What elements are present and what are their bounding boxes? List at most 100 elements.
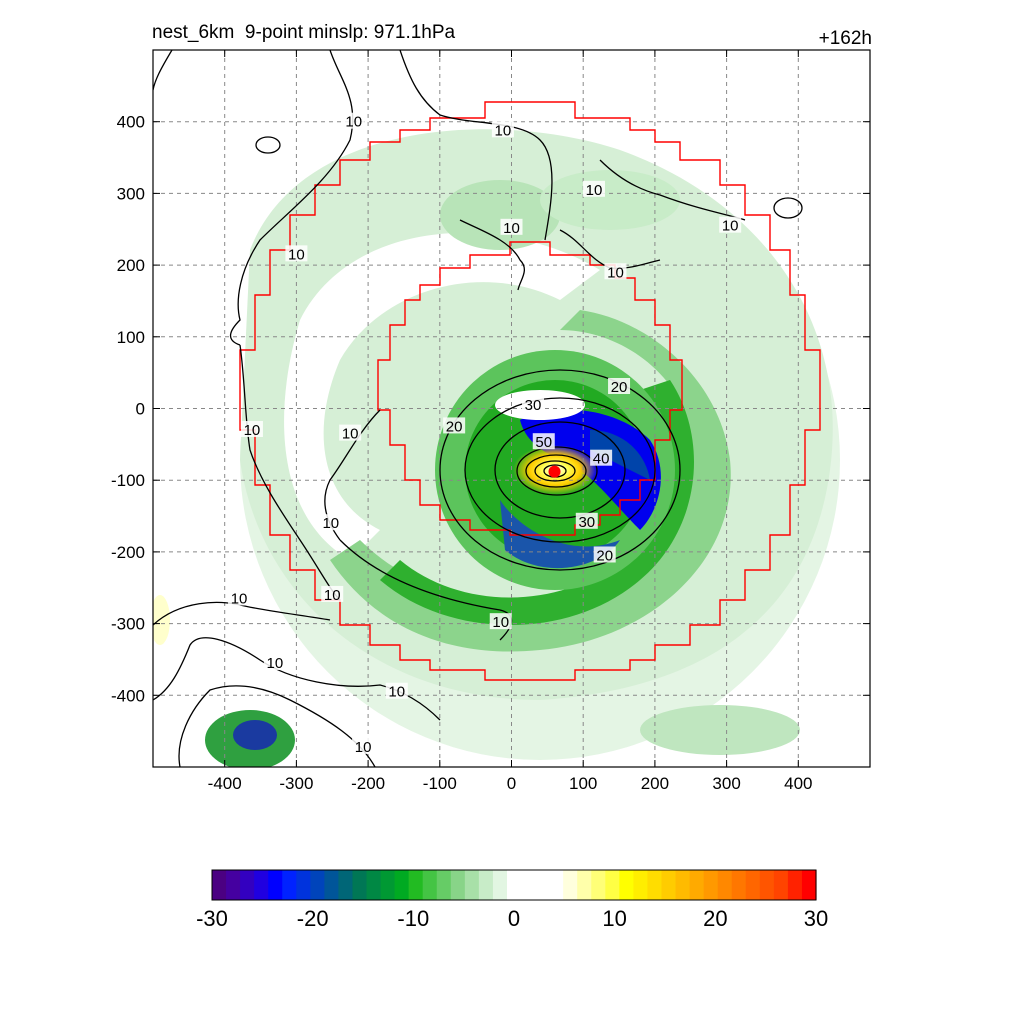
colorbar-swatch [521,870,536,900]
contour-label: 30 [525,397,542,414]
colorbar-swatch [549,870,564,900]
colorbar-swatch [773,870,789,900]
colorbar-swatch [492,870,508,900]
contour-label-bg [575,512,598,529]
colorbar-swatch [563,870,578,900]
colorbar-swatch [268,870,283,900]
contour-label-bg [719,216,742,233]
x-axis: -400 -300 -200 -100 0 100 200 300 400 [208,50,812,793]
colorbar-tick-label: -10 [397,906,429,931]
contour-label-bg [522,395,545,412]
contour-label: 10 [267,655,284,672]
colorbar-swatch [647,870,663,900]
colorbar-swatch [450,870,466,900]
contour-label-bg [228,589,251,606]
contour-label-bg [321,585,344,602]
colorbar-swatch [212,870,227,900]
forecast-hour-label: +162h [818,28,872,49]
colorbar-tick-label: 0 [508,906,520,931]
y-tick-label: -100 [111,471,145,490]
contour-label: 10 [288,246,305,263]
colorbar-swatch [591,870,606,900]
storm-center-marker [548,465,561,478]
contour-label: 10 [586,182,603,199]
contour-label-bg [593,546,616,563]
x-tick-label: -100 [423,774,457,793]
contour-label: 30 [578,514,595,531]
contour-label-bg [443,417,466,434]
colorbar-tick-label: 10 [602,906,626,931]
colorbar-swatch [801,870,817,900]
colorbar-swatch [436,870,452,900]
contour-label-bg [385,682,408,699]
contour-label-bg [582,180,605,197]
contour-label-bg [590,449,613,466]
colorbar-tick-label: 30 [804,906,828,931]
colorbar-swatch [310,870,325,900]
colorbar-swatch [338,870,354,900]
contour-label-bg [285,245,308,262]
colorbar-swatch [408,870,424,900]
colorbar-swatch [577,870,592,900]
y-tick-label: -400 [111,686,145,705]
colorbar-swatch [731,870,747,900]
contour-label-bg [489,613,512,630]
x-tick-label: -300 [279,774,313,793]
contour-label: 10 [345,114,362,131]
colorbar-swatch [787,870,803,900]
colorbar-swatch [745,870,761,900]
contour-label: 20 [611,379,628,396]
colorbar-swatch [478,870,494,900]
y-tick-label: -300 [111,615,145,634]
x-tick-label: 200 [641,774,669,793]
colorbar-swatch [717,870,733,900]
colorbar-swatch [689,870,705,900]
colorbar-swatch [464,870,480,900]
contour-label-bg [608,377,631,394]
contour-label-bg [500,218,523,235]
colorbar-swatch [703,870,719,900]
colorbar-swatch [324,870,340,900]
y-tick-label: -200 [111,543,145,562]
contour-label-bg [342,112,365,129]
colorbar-swatch [675,870,691,900]
colorbar-swatch [240,870,255,900]
colorbar-swatch [759,870,775,900]
colorbar-tick-label: -30 [196,906,228,931]
x-tick-label: 0 [507,774,516,793]
contour-label: 10 [388,684,405,701]
plot-title: nest_6km 9-point minslp: 971.1hPa [152,22,456,43]
contour-label-bg [491,121,514,138]
colorbar-swatch [366,870,382,900]
inner-nest-boundary [377,241,683,536]
colorbar-swatch [226,870,241,900]
colorbar-swatch [254,870,269,900]
contour-label: 20 [596,547,613,564]
contour-label: 10 [324,587,341,604]
contour-label: 10 [495,122,512,139]
contour-label: 10 [503,220,520,237]
x-tick-label: -200 [351,774,385,793]
colorbar-tick-label: 20 [703,906,727,931]
colorbar-swatch [422,870,438,900]
colorbar-swatch [394,870,410,900]
colorbar-swatch [296,870,311,900]
contour-label-bg [604,263,627,280]
contour-label: 10 [355,739,372,756]
contour-label: 40 [593,451,610,468]
contour-label: 10 [342,426,359,443]
contour-label: 10 [722,218,739,235]
colorbar-swatch [605,870,620,900]
nest-domain-outlines [239,101,821,681]
contour-label: 10 [244,422,261,439]
colorbar-swatch [506,870,522,900]
contour-label-bg [263,654,286,671]
x-tick-label: 400 [784,774,812,793]
contour-label-bg [240,421,263,438]
colorbar-tick-label: -20 [297,906,329,931]
colorbar-frame [211,869,817,901]
y-tick-label: 100 [117,328,145,347]
colorbar-swatch [282,870,297,900]
wind-field-shading [153,50,870,767]
